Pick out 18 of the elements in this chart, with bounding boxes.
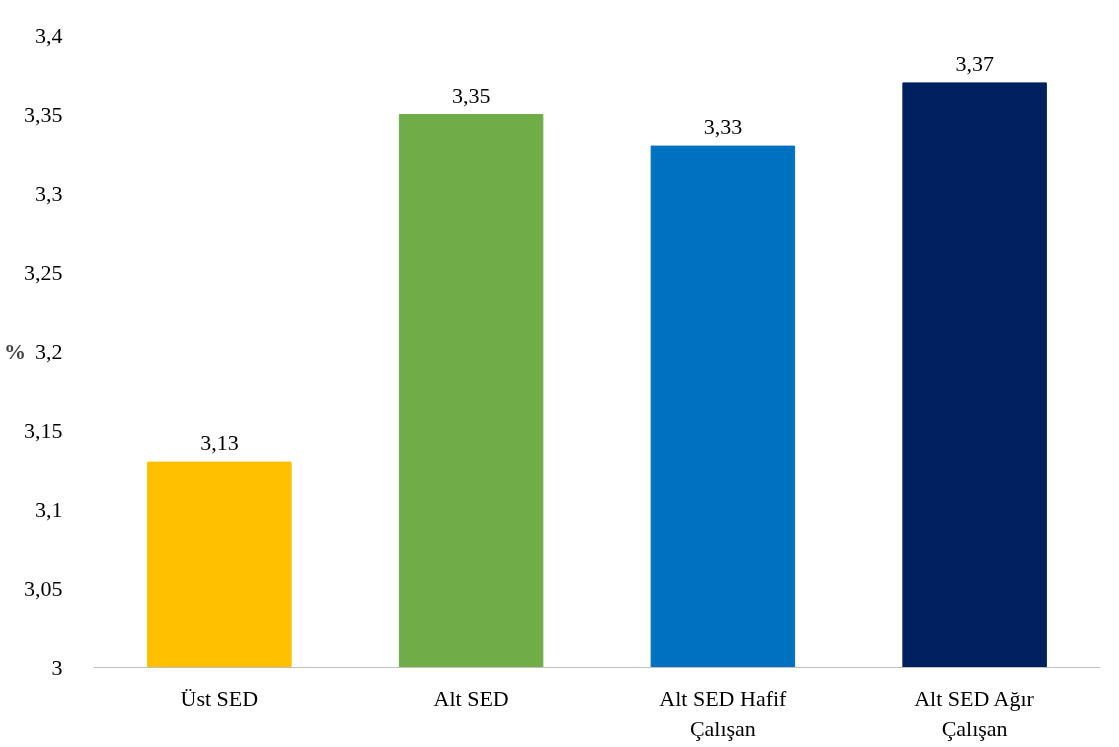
y-tick-label: 3,25	[24, 259, 63, 285]
x-tick-label: Alt SED Ağır Çalışan	[914, 685, 1035, 741]
y-tick-label: 3,3	[35, 180, 63, 206]
y-tick-label: 3,2	[35, 338, 63, 364]
x-tick-label: Alt SED	[433, 685, 509, 711]
y-tick-label: 3	[51, 654, 63, 680]
data-label: 3,37	[955, 50, 994, 76]
x-tick-label: Üst SED	[180, 685, 259, 711]
y-tick-label: 3,1	[35, 496, 63, 522]
x-tick-label: Alt SED Hafif Çalışan	[659, 685, 788, 741]
y-tick-label: 3,35	[24, 101, 63, 127]
data-label: 3,13	[200, 430, 239, 456]
y-tick-label: 3,05	[24, 575, 63, 601]
data-label: 3,35	[451, 82, 491, 108]
y-tick-label: 3,4	[35, 22, 63, 48]
y-tick-label: 3,15	[24, 417, 63, 443]
data-label: 3,33	[703, 114, 743, 140]
y-axis-title: %	[4, 339, 26, 364]
